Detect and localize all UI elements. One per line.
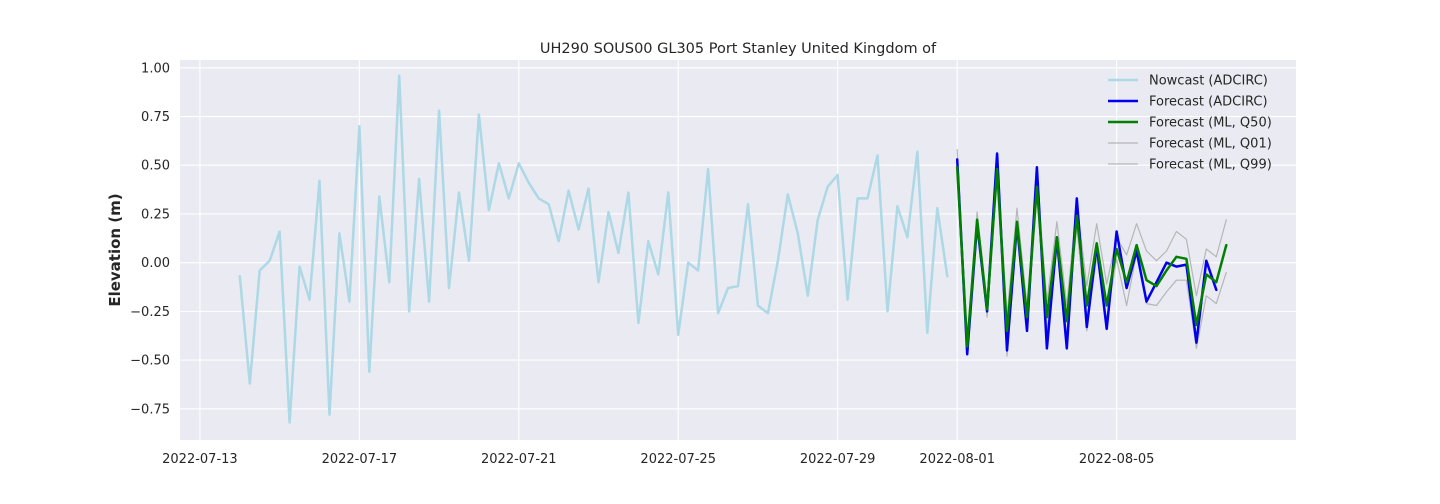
y-tick-label: 1.00 bbox=[141, 61, 170, 76]
series-line-2 bbox=[955, 165, 1228, 348]
y-tick-label: 0.50 bbox=[141, 159, 170, 174]
legend-label: Forecast (ML, Q01) bbox=[1149, 137, 1272, 152]
x-tick-label: 2022-08-05 bbox=[1079, 452, 1155, 467]
y-tick-label: 0.75 bbox=[141, 110, 170, 125]
y-tick-label: −0.50 bbox=[130, 354, 170, 369]
x-tick-label: 2022-07-13 bbox=[162, 452, 238, 467]
y-tick-label: 0.25 bbox=[141, 207, 170, 222]
legend-label: Nowcast (ADCIRC) bbox=[1149, 74, 1268, 89]
legend: Nowcast (ADCIRC) Forecast (ADCIRC) Forecas… bbox=[1108, 74, 1272, 173]
x-tick-label: 2022-07-17 bbox=[322, 452, 398, 467]
plot-background bbox=[180, 60, 1296, 440]
x-tick-labels: 2022-07-13 2022-07-17 2022-07-21 2022-07-25… bbox=[162, 452, 1154, 467]
legend-label: Forecast (ADCIRC) bbox=[1149, 95, 1268, 110]
legend-label: Forecast (ML, Q99) bbox=[1149, 158, 1272, 173]
series-lines bbox=[238, 74, 1228, 424]
x-tick-label: 2022-07-25 bbox=[640, 452, 716, 467]
x-tick-label: 2022-08-01 bbox=[919, 452, 995, 467]
x-tick-label: 2022-07-21 bbox=[481, 452, 557, 467]
y-tick-label: −0.25 bbox=[130, 305, 170, 320]
y-tick-label: 0.00 bbox=[141, 256, 170, 271]
y-tick-label: −0.75 bbox=[130, 402, 170, 417]
legend-label: Forecast (ML, Q50) bbox=[1149, 116, 1272, 131]
y-axis-label: Elevation (m) bbox=[106, 193, 124, 306]
x-tick-label: 2022-07-29 bbox=[800, 452, 876, 467]
series-line-0 bbox=[238, 74, 949, 424]
y-tick-labels: 1.00 0.75 0.50 0.25 0.00 −0.25 −0.50 −0.75 bbox=[130, 61, 170, 417]
chart-title: UH290 SOUS00 GL305 Port Stanley United K… bbox=[540, 41, 937, 57]
